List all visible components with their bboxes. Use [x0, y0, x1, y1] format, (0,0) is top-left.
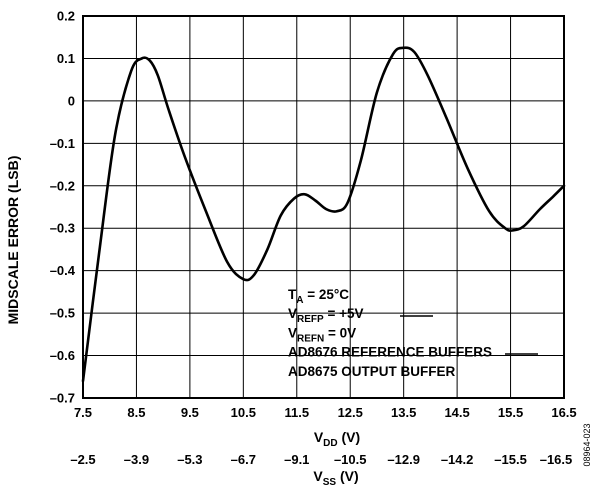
y-tick-label: 0	[68, 93, 75, 108]
x2-tick-label: –5.3	[177, 452, 202, 467]
y-tick-labels: 0.2 0.1 0 –0.1 –0.2 –0.3 –0.4 –0.5 –0.6 –0.7	[50, 9, 76, 406]
x-tick-label: 10.5	[231, 405, 256, 420]
x2-tick-label: –2.5	[70, 452, 95, 467]
y-tick-label: –0.5	[50, 306, 75, 321]
annotation-line: VREFN = 0V	[288, 325, 356, 344]
plot-frame	[82, 15, 565, 399]
y-tick-label: 0.2	[57, 9, 75, 24]
x-tick-label: 7.5	[74, 405, 92, 420]
x2-tick-labels: –2.5 –3.9 –5.3 –6.7 –9.1 –10.5 –12.9 –14.2 –15.5…	[70, 452, 572, 467]
y-axis-title: MIDSCALE ERROR (LSB)	[5, 156, 21, 325]
annotation-line: VREFP = +5V	[288, 306, 363, 325]
x-tick-label: 11.5	[284, 405, 309, 420]
figure-id: 08964-023	[582, 423, 592, 466]
x2-tick-label: –15.5	[494, 452, 527, 467]
y-tick-label: –0.3	[50, 221, 75, 236]
y-tick-label: –0.6	[50, 348, 75, 363]
y-tick-label: 0.1	[57, 51, 75, 66]
annotation-line: AD8675 OUTPUT BUFFER	[288, 364, 456, 379]
y-tick-label: –0.2	[50, 178, 75, 193]
series-line	[81, 46, 566, 383]
annotation-leader-lines	[400, 315, 538, 355]
x-tick-label: 8.5	[127, 405, 145, 420]
x-axis-title: VDD (V)	[314, 429, 360, 449]
annotation-line: TA = 25°C	[288, 287, 349, 306]
y-tick-label: –0.7	[50, 391, 75, 406]
x2-tick-label: –3.9	[124, 452, 149, 467]
x-tick-label: 9.5	[181, 405, 199, 420]
x2-tick-label: –10.5	[334, 452, 367, 467]
x-tick-labels: 7.5 8.5 9.5 10.5 11.5 12.5 13.5 14.5 15.5 16.5	[74, 405, 577, 420]
x-tick-label: 12.5	[338, 405, 363, 420]
grid	[83, 16, 564, 398]
x2-tick-label: –9.1	[284, 452, 309, 467]
x2-axis-title: VSS (V)	[313, 468, 358, 485]
x-tick-label: 15.5	[498, 405, 523, 420]
x2-tick-label: –6.7	[231, 452, 256, 467]
x-tick-label: 14.5	[444, 405, 469, 420]
y-tick-label: –0.1	[50, 136, 75, 151]
x-tick-label: 13.5	[391, 405, 416, 420]
x2-tick-label: –12.9	[387, 452, 420, 467]
x-tick-label: 16.5	[551, 405, 576, 420]
x2-tick-label: –16.5	[540, 452, 573, 467]
x2-tick-label: –14.2	[441, 452, 474, 467]
annotation-line: AD8676 REFERENCE BUFFERS	[288, 345, 492, 360]
y-tick-label: –0.4	[50, 263, 76, 278]
